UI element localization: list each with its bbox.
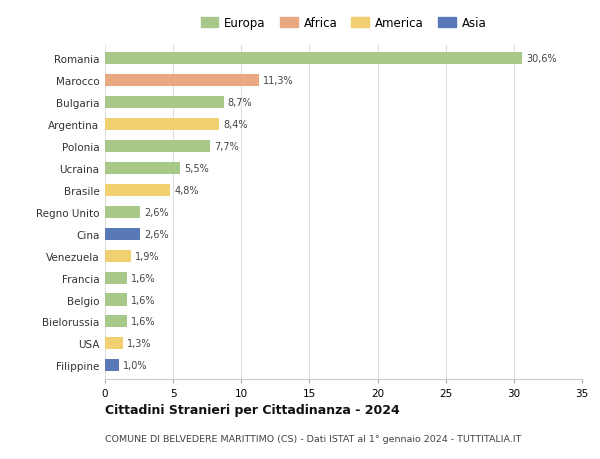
Text: 1,3%: 1,3%	[127, 339, 151, 349]
Legend: Europa, Africa, America, Asia: Europa, Africa, America, Asia	[197, 13, 490, 34]
Text: 30,6%: 30,6%	[526, 54, 557, 64]
Bar	[105, 228, 140, 240]
Text: 11,3%: 11,3%	[263, 76, 294, 86]
Bar	[105, 75, 259, 87]
Text: 5,5%: 5,5%	[184, 163, 209, 174]
Bar	[105, 338, 123, 350]
Text: 8,4%: 8,4%	[224, 120, 248, 130]
Bar	[105, 316, 127, 328]
Text: 1,6%: 1,6%	[131, 295, 155, 305]
Bar	[105, 53, 522, 65]
Text: 7,7%: 7,7%	[214, 142, 239, 151]
Text: 1,0%: 1,0%	[123, 361, 147, 370]
Text: 8,7%: 8,7%	[227, 98, 252, 108]
Text: 1,6%: 1,6%	[131, 317, 155, 327]
Text: COMUNE DI BELVEDERE MARITTIMO (CS) - Dati ISTAT al 1° gennaio 2024 - TUTTITALIA.: COMUNE DI BELVEDERE MARITTIMO (CS) - Dat…	[105, 434, 521, 442]
Bar	[105, 162, 180, 174]
Bar	[105, 250, 131, 262]
Text: 1,6%: 1,6%	[131, 273, 155, 283]
Text: 4,8%: 4,8%	[175, 185, 199, 196]
Bar	[105, 185, 170, 196]
Bar	[105, 272, 127, 284]
Bar	[105, 140, 210, 153]
Bar	[105, 119, 220, 131]
Text: 1,9%: 1,9%	[135, 251, 160, 261]
Text: 2,6%: 2,6%	[145, 229, 169, 239]
Bar	[105, 359, 119, 371]
Bar	[105, 206, 140, 218]
Bar	[105, 97, 224, 109]
Bar	[105, 294, 127, 306]
Text: 2,6%: 2,6%	[145, 207, 169, 217]
Text: Cittadini Stranieri per Cittadinanza - 2024: Cittadini Stranieri per Cittadinanza - 2…	[105, 403, 400, 416]
